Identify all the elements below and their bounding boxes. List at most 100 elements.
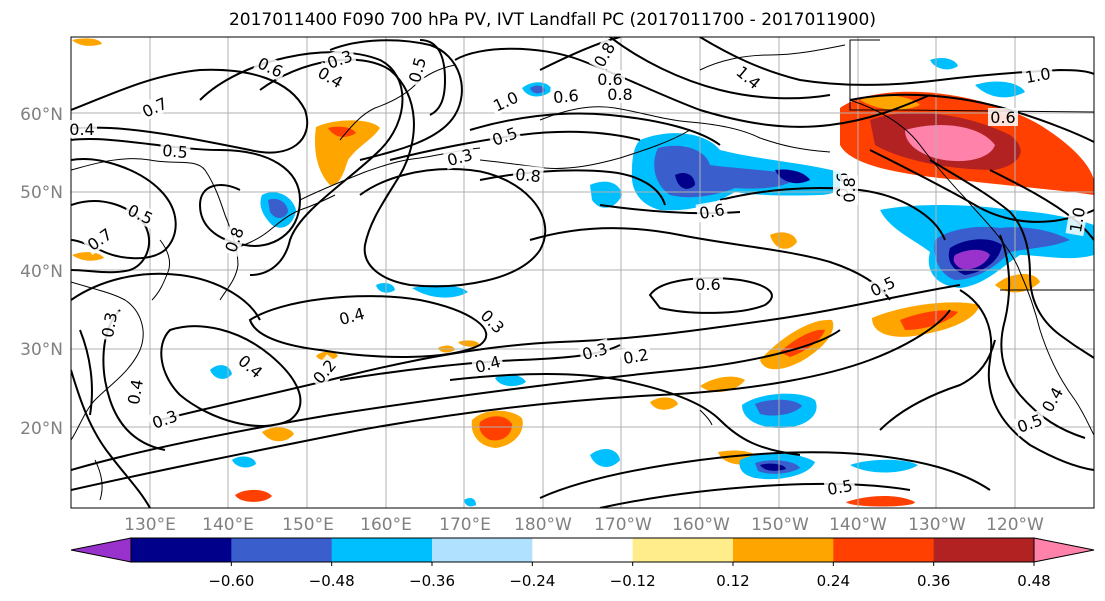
lon-label: 160°W: [672, 515, 730, 535]
fill-negative-patch: [975, 81, 1025, 98]
svg-text:0.4: 0.4: [69, 120, 94, 139]
contour-line: [259, 58, 547, 288]
lat-label: 60°N: [20, 105, 63, 125]
fill-negative-patch: [590, 181, 622, 208]
contour-label: 0.6: [988, 108, 1018, 127]
contour-line: [469, 112, 721, 146]
contour-label: 1.0: [1021, 63, 1055, 87]
contour-line: [999, 234, 1086, 439]
contour-line: [529, 227, 891, 301]
fill-negative-patch: [232, 456, 256, 468]
colorbar: −0.60 −0.48 −0.36 −0.24 −0.12 0.12 0.24 0.36 0.4…: [70, 537, 1095, 590]
fill-positive-patch: [72, 252, 104, 261]
coast-kamchatka: [339, 64, 456, 141]
contour-line: [699, 37, 1094, 86]
fill-positive-patch: [72, 38, 102, 46]
colorbar-max-arrow: [1033, 537, 1095, 563]
contour-line: [71, 329, 841, 471]
svg-text:0.3: 0.3: [98, 311, 121, 339]
coast-north-america: [849, 99, 1094, 436]
colorbar-min-arrow: [70, 537, 132, 563]
colorbar-frame: [130, 537, 1035, 563]
svg-text:0.5: 0.5: [162, 141, 189, 162]
colorbar-tick-label: −0.36: [409, 572, 455, 590]
contour-line: [79, 329, 93, 416]
coast-korea: [151, 239, 171, 301]
fill-positive-patch: [995, 274, 1040, 293]
lon-label: 140°W: [829, 515, 887, 535]
contour-label: 0.8: [840, 175, 859, 205]
contour-line: [929, 159, 1094, 359]
lon-label: 150°W: [751, 515, 809, 535]
contour-line: [248, 295, 488, 358]
svg-text:0.8: 0.8: [515, 165, 542, 186]
svg-text:0.6: 0.6: [695, 275, 720, 294]
map-border: [70, 36, 1095, 509]
coast-hawaii: [699, 409, 713, 426]
contour-line: [449, 373, 801, 456]
lon-label: 180°W: [514, 515, 572, 535]
colorbar-segment: [833, 538, 935, 562]
contour-label: 0.5: [159, 140, 191, 162]
colorbar-segment: [933, 538, 1035, 562]
lat-label: 20°N: [20, 419, 63, 439]
contour-label: 0.2: [619, 344, 653, 368]
contour-label: 0.6: [595, 70, 625, 89]
lon-label: 120°W: [986, 515, 1044, 535]
lon-label: 160°E: [360, 515, 412, 535]
contour-label: 0.6: [253, 52, 288, 82]
svg-text:0.8: 0.8: [840, 177, 859, 202]
fill-positive-core: [900, 310, 958, 330]
fill-negative-patch: [495, 374, 526, 387]
colorbar-segment: [733, 538, 834, 562]
contour-line: [329, 39, 463, 161]
contour-line: [879, 339, 996, 431]
fill-positive-patch: [262, 427, 294, 442]
colorbar-segment: [532, 538, 634, 562]
fill-negative-patch: [850, 459, 918, 473]
contour-label: 0.7: [81, 223, 117, 256]
colorbar-tick-label: −0.12: [610, 572, 656, 590]
colorbar-tick-label: 0.12: [716, 572, 749, 590]
colorbar-segment: [331, 538, 433, 562]
fill-positive-core: [479, 416, 512, 441]
colorbar-tick-label: 0.36: [917, 572, 950, 590]
colorbar-segment: [632, 538, 734, 562]
contour-label: 0.6: [695, 199, 729, 223]
contour-line: [454, 47, 931, 128]
graticule: [71, 37, 1094, 508]
svg-text:0.5: 0.5: [826, 476, 854, 499]
contour-line: [199, 51, 404, 276]
fill-positive-patch: [235, 489, 272, 502]
colorbar-segment: [231, 538, 333, 562]
fill-negative-mid: [268, 198, 288, 218]
lat-label: 40°N: [20, 262, 63, 282]
fill-negative-patch: [210, 365, 232, 379]
fill-negative-core: [530, 85, 545, 94]
svg-text:1.0: 1.0: [1066, 206, 1089, 234]
coast-alaska-north: [699, 44, 846, 71]
lon-label: 130°W: [908, 515, 966, 535]
contour-label: 0.4: [67, 120, 97, 139]
colorbar-tick-label: −0.60: [208, 572, 254, 590]
pv-contours: [71, 37, 1094, 508]
contour-line: [539, 451, 991, 499]
svg-text:0.6: 0.6: [990, 108, 1015, 127]
contour-line: [71, 68, 309, 154]
contour-label: 0.4: [123, 375, 147, 409]
contour-line: [71, 200, 150, 274]
contour-line: [648, 277, 773, 314]
svg-text:1.0: 1.0: [1024, 64, 1052, 87]
colorbar-tick-label: −0.24: [509, 572, 555, 590]
contour-line: [599, 482, 911, 508]
contour-line: [159, 284, 961, 421]
fill-positive-patch: [770, 232, 797, 249]
fill-negative-patch: [930, 58, 958, 70]
coast-japan: [229, 194, 336, 251]
fill-negative-patch: [590, 448, 620, 467]
contour-label: 0.8: [512, 164, 544, 186]
fill-negative-peak: [953, 249, 990, 270]
colorbar-segment: [131, 538, 232, 562]
fill-positive-patch: [650, 397, 678, 410]
